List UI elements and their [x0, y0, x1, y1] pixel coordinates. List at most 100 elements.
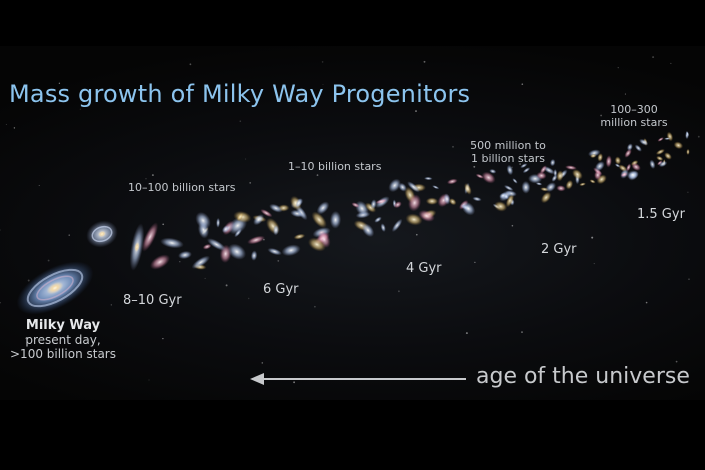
background-star [148, 379, 150, 381]
background-star [670, 62, 672, 64]
progenitor-galaxy [236, 212, 244, 221]
progenitor-galaxy [311, 211, 327, 229]
background-star [465, 332, 468, 335]
progenitor-galaxy [361, 223, 375, 238]
progenitor-galaxy [418, 209, 435, 222]
stage-4-star-count-line2: 1 billion stars [471, 152, 545, 165]
progenitor-galaxy [364, 202, 377, 213]
progenitor-galaxy [626, 170, 639, 180]
background-star [314, 305, 316, 308]
background-star [322, 84, 324, 85]
progenitor-galaxy [481, 171, 496, 184]
progenitor-galaxy [658, 160, 668, 168]
background-star [617, 67, 619, 69]
progenitor-galaxy [499, 192, 507, 199]
background-star [591, 236, 594, 239]
stage-8-10-star-count: 10–100 billion stars [128, 181, 236, 194]
progenitor-galaxy [565, 165, 577, 170]
background-star [25, 337, 28, 340]
background-star [263, 238, 265, 241]
stage-4-star-count-line1: 500 million to [470, 139, 546, 152]
age-arrow [250, 373, 466, 385]
stage-1-5-age: 1.5 Gyr [637, 207, 685, 222]
stage-1-5-star-count-line2: million stars [600, 116, 668, 129]
background-star [511, 166, 514, 169]
progenitor-galaxy [589, 179, 596, 184]
background-star [13, 127, 16, 129]
background-star [511, 224, 514, 227]
progenitor-galaxy [475, 173, 484, 179]
background-star [27, 279, 30, 282]
progenitor-galaxy [579, 182, 586, 187]
progenitor-galaxy [260, 209, 273, 218]
background-star [239, 120, 242, 122]
progenitor-galaxy [565, 179, 574, 190]
progenitor-galaxy [594, 169, 602, 181]
progenitor-galaxy [666, 131, 674, 142]
progenitor-galaxy [443, 193, 451, 205]
stage-6-age: 6 Gyr [263, 282, 299, 297]
progenitor-galaxy [446, 178, 458, 185]
progenitor-galaxy [522, 167, 531, 174]
progenitor-galaxy [605, 155, 612, 168]
progenitor-galaxy [191, 255, 210, 269]
progenitor-galaxy [448, 198, 457, 206]
progenitor-galaxy [503, 184, 514, 192]
progenitor-galaxy [424, 176, 433, 181]
background-star [415, 110, 417, 113]
progenitor-galaxy [290, 209, 304, 218]
background-star [179, 261, 181, 263]
background-star [0, 302, 1, 304]
progenitor-galaxy [316, 201, 330, 215]
background-star [110, 304, 112, 306]
background-star [398, 290, 400, 293]
background-star [151, 174, 154, 177]
progenitor-galaxy [536, 171, 547, 180]
progenitor-galaxy [535, 182, 543, 186]
progenitor-galaxy [590, 153, 597, 159]
progenitor-galaxy [614, 163, 621, 168]
galaxies-8-10-gyr [86, 220, 192, 271]
progenitor-galaxy [626, 143, 633, 151]
progenitor-galaxy [489, 168, 497, 174]
progenitor-galaxy [664, 137, 671, 140]
progenitor-galaxy [293, 233, 306, 240]
progenitor-galaxy [545, 182, 557, 193]
background-star [379, 92, 381, 95]
progenitor-galaxy [631, 162, 641, 171]
progenitor-galaxy [620, 172, 628, 178]
progenitor-galaxy [649, 159, 656, 169]
progenitor-galaxy [370, 199, 377, 210]
progenitor-galaxy [266, 217, 280, 235]
progenitor-galaxy [472, 196, 482, 202]
progenitor-galaxy [556, 170, 564, 182]
stage-6-star-count: 1–10 billion stars [288, 160, 382, 173]
background-star [645, 301, 648, 304]
background-star [473, 165, 476, 168]
progenitor-galaxy [594, 161, 605, 172]
milky-way-star-count: >100 billion stars [10, 347, 116, 361]
top-band [0, 0, 705, 46]
progenitor-galaxy [295, 198, 303, 208]
progenitor-galaxy [464, 182, 472, 195]
progenitor-galaxy [521, 180, 531, 194]
progenitor-galaxy [247, 235, 265, 245]
progenitor-galaxy [267, 247, 282, 256]
progenitor-galaxy [281, 244, 301, 257]
background-star [321, 61, 324, 63]
background-star [519, 163, 521, 165]
background-star [474, 261, 476, 264]
background-star [521, 83, 524, 85]
background-star [423, 60, 426, 63]
background-star [415, 233, 418, 236]
progenitor-galaxy [624, 148, 632, 158]
progenitor-galaxy [269, 203, 283, 213]
progenitor-galaxy [639, 138, 649, 146]
age-of-universe-label: age of the universe [476, 364, 690, 389]
progenitor-galaxy [308, 237, 326, 252]
background-star [688, 278, 690, 280]
progenitor-galaxy [461, 201, 476, 216]
progenitor-galaxy [520, 163, 528, 169]
